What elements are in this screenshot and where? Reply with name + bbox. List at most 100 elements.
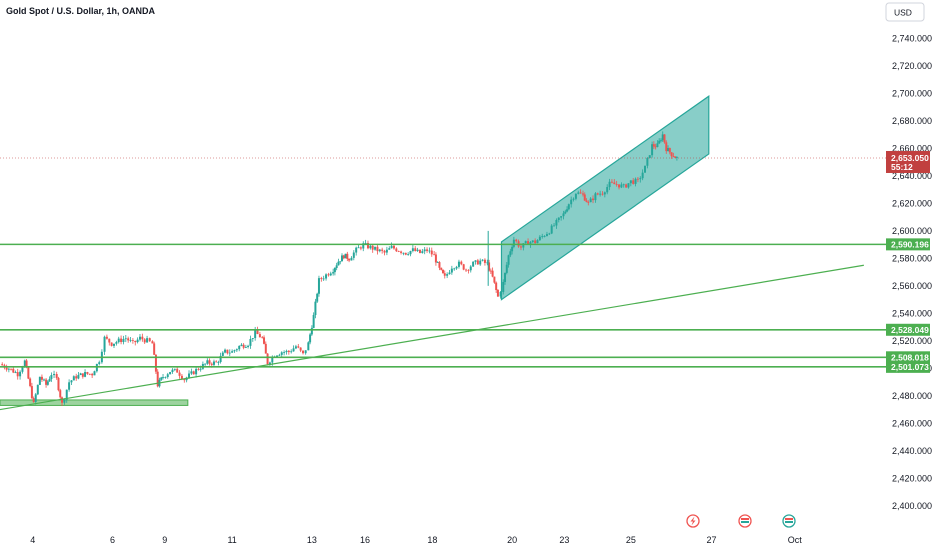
candle-body [292,348,295,352]
candle-body [529,242,532,245]
y-tick-label: 2,440.000 [892,446,932,456]
candle-body [527,241,530,245]
candle-body [646,157,649,166]
candle-body [476,260,479,265]
candle-body [651,144,654,156]
candle-body [615,184,618,185]
candle-body [299,347,302,351]
candle-body [263,337,266,344]
candle-body [388,248,391,250]
last-price-tag [886,150,930,173]
candle-body [156,371,159,387]
candle-body [627,183,630,188]
candle-body [350,257,353,261]
candle-body [440,267,443,270]
currency-button[interactable]: USD [885,2,925,22]
candle-body [235,349,238,351]
y-tick-label: 2,480.000 [892,391,932,401]
candle-body [572,198,575,200]
candle-body [511,246,514,252]
candle-body [585,200,588,202]
candle-body [93,371,96,376]
candle-body [376,246,379,252]
candle-body [381,249,384,251]
candle-body [502,281,505,292]
candle-body [465,269,468,271]
candle-body [555,219,558,226]
candle-body [337,261,340,266]
candle-body [421,251,424,253]
candle-body [407,254,410,255]
candle-body [302,350,305,354]
candle-body [428,250,431,252]
candle-body [329,273,332,276]
flag-icon[interactable] [782,514,796,528]
candle-body [30,386,33,399]
candle-body [620,184,623,188]
candle-body [312,314,315,328]
candle-body [402,252,405,254]
candle-body [55,373,58,378]
candle-body [378,249,381,252]
candle-body [644,165,647,173]
y-tick-label: 2,660.000 [892,143,932,153]
level-price-tag [886,323,930,336]
zones [0,95,710,406]
candle-body [141,336,144,340]
candle-body [280,352,283,355]
candle-body [29,378,32,387]
candle-body [674,156,677,158]
candle-body [641,172,644,179]
candle-body [23,360,26,368]
candle-body [88,373,91,375]
lightning-icon[interactable] [686,514,700,528]
candle-body [622,184,625,186]
candle-body [339,261,342,263]
candle-body [462,264,465,270]
candle-body [446,274,449,276]
candle-body [136,339,139,343]
candle-body [240,344,243,346]
candle-body [509,251,512,256]
candle-body [355,247,358,253]
candle-body [316,293,319,302]
candle-body [36,384,39,395]
candle-body [43,379,46,381]
candle-body [122,339,125,343]
candle-body [335,265,338,269]
x-tick-label: 6 [110,535,115,545]
candle-body [567,204,570,210]
flag-icon[interactable] [738,514,752,528]
time-axis[interactable]: 4 6 9 11 13 16 18 20 23 25 27 Oct [30,535,802,545]
candle-body [86,372,89,374]
candle-body [153,343,156,355]
candle-body [434,254,437,263]
candle-body [12,368,15,373]
currency-button-label: USD [894,8,912,18]
candle-body [505,264,508,273]
symbol-title[interactable]: Gold Spot / U.S. Dollar, 1h, OANDA [6,6,156,16]
candle-body [314,301,317,315]
candle-body [166,374,169,378]
candle-body [469,266,472,271]
candle-body [50,375,53,379]
candle-body [19,371,22,377]
candle-body [519,246,522,248]
y-tick-label: 2,640.000 [892,171,932,181]
candle-body [285,350,288,353]
candle-body [322,278,325,280]
overlays [0,157,886,411]
candle-body [670,152,673,157]
candle-body [112,343,115,346]
candle-body [48,378,51,382]
x-tick-label: 11 [227,535,236,545]
candle-body [103,336,106,352]
candle-body [577,192,580,194]
candle-body [309,334,312,343]
candle-body [327,274,330,276]
candle-body [27,367,30,379]
candle-body [183,379,186,381]
y-tick-label: 2,680.000 [892,116,932,126]
